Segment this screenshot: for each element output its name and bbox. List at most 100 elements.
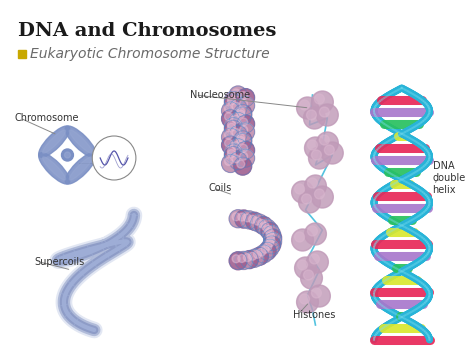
Circle shape	[240, 152, 247, 160]
Text: Histones: Histones	[292, 310, 335, 320]
Circle shape	[228, 97, 236, 105]
Circle shape	[319, 135, 329, 145]
Ellipse shape	[65, 126, 96, 157]
Circle shape	[62, 149, 73, 161]
Text: DNA
double
helix: DNA double helix	[432, 162, 466, 195]
Circle shape	[300, 100, 310, 110]
Circle shape	[310, 254, 319, 264]
Circle shape	[234, 104, 252, 122]
Circle shape	[267, 235, 274, 244]
Circle shape	[311, 91, 333, 113]
Circle shape	[229, 112, 247, 130]
Circle shape	[64, 152, 71, 158]
Circle shape	[237, 149, 255, 167]
Text: Supercoils: Supercoils	[35, 257, 85, 267]
Circle shape	[298, 260, 308, 270]
Circle shape	[237, 141, 255, 159]
Circle shape	[240, 99, 247, 108]
Circle shape	[235, 251, 253, 269]
Ellipse shape	[43, 157, 65, 180]
Text: Coils: Coils	[208, 183, 232, 193]
Circle shape	[243, 214, 251, 222]
Circle shape	[250, 247, 268, 265]
Circle shape	[266, 239, 273, 247]
Circle shape	[261, 222, 269, 230]
Ellipse shape	[69, 130, 92, 153]
Circle shape	[258, 248, 265, 256]
Circle shape	[264, 233, 282, 251]
Circle shape	[229, 99, 247, 117]
Circle shape	[237, 123, 255, 141]
Circle shape	[222, 102, 239, 120]
Circle shape	[229, 126, 247, 143]
Circle shape	[303, 270, 313, 280]
Circle shape	[235, 210, 253, 228]
Circle shape	[240, 126, 247, 134]
Circle shape	[295, 184, 304, 194]
Circle shape	[225, 147, 242, 165]
Circle shape	[232, 102, 240, 110]
Circle shape	[264, 242, 272, 250]
Circle shape	[225, 118, 242, 136]
Circle shape	[232, 129, 240, 136]
Text: Nucleosome: Nucleosome	[191, 90, 251, 100]
Circle shape	[225, 94, 242, 112]
Circle shape	[309, 147, 330, 169]
Circle shape	[297, 97, 319, 119]
Circle shape	[321, 142, 343, 164]
Circle shape	[249, 252, 256, 260]
Circle shape	[261, 222, 279, 240]
Circle shape	[228, 147, 236, 155]
Circle shape	[292, 181, 313, 203]
Circle shape	[297, 291, 319, 313]
Circle shape	[308, 178, 318, 188]
Circle shape	[304, 175, 327, 197]
Circle shape	[263, 236, 281, 254]
Circle shape	[229, 210, 247, 228]
Circle shape	[311, 288, 321, 298]
Circle shape	[317, 132, 338, 154]
Circle shape	[225, 131, 233, 139]
Text: Eukaryotic Chromosome Structure: Eukaryotic Chromosome Structure	[30, 47, 269, 61]
Circle shape	[237, 108, 245, 115]
Circle shape	[311, 150, 321, 160]
Circle shape	[243, 253, 251, 262]
Circle shape	[238, 213, 246, 221]
Circle shape	[255, 245, 273, 263]
Circle shape	[309, 285, 330, 307]
Circle shape	[237, 97, 255, 115]
Circle shape	[234, 157, 252, 175]
Circle shape	[258, 219, 265, 228]
Circle shape	[92, 136, 136, 180]
Circle shape	[232, 155, 240, 163]
Circle shape	[301, 194, 311, 204]
Circle shape	[229, 152, 247, 170]
Circle shape	[308, 140, 318, 150]
Circle shape	[308, 226, 318, 236]
Circle shape	[237, 110, 245, 118]
Circle shape	[300, 294, 310, 304]
Circle shape	[222, 110, 239, 128]
Circle shape	[225, 113, 233, 121]
Circle shape	[232, 142, 240, 150]
Text: Chromosome: Chromosome	[15, 113, 79, 123]
Circle shape	[261, 239, 279, 257]
Circle shape	[301, 267, 322, 289]
Circle shape	[307, 251, 328, 273]
Circle shape	[292, 229, 313, 251]
Circle shape	[255, 217, 273, 235]
Bar	[18, 50, 26, 58]
Circle shape	[307, 110, 317, 120]
Circle shape	[237, 89, 255, 106]
Circle shape	[317, 104, 338, 126]
Circle shape	[266, 229, 273, 236]
Circle shape	[246, 249, 264, 267]
Circle shape	[237, 115, 255, 133]
Circle shape	[225, 158, 233, 165]
Ellipse shape	[69, 157, 92, 180]
Circle shape	[229, 252, 247, 270]
Circle shape	[237, 134, 245, 142]
Circle shape	[234, 107, 252, 125]
Circle shape	[250, 214, 268, 232]
Circle shape	[228, 149, 236, 158]
